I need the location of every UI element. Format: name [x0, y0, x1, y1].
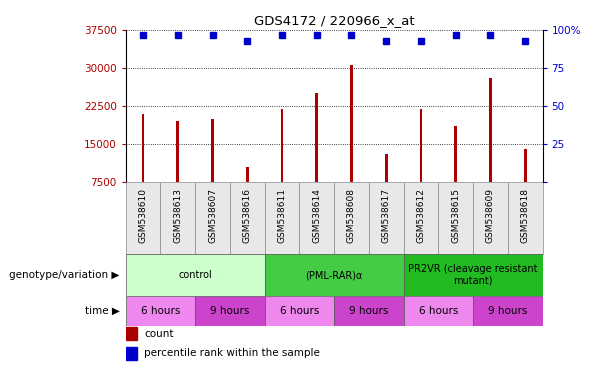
Bar [403, 182, 438, 254]
Bar [473, 182, 508, 254]
Bar [489, 78, 492, 182]
Bar [126, 327, 137, 341]
Text: 9 hours: 9 hours [488, 306, 527, 316]
Text: 6 hours: 6 hours [419, 306, 458, 316]
Text: GSM538610: GSM538610 [139, 188, 148, 243]
Text: genotype/variation ▶: genotype/variation ▶ [9, 270, 120, 280]
Text: count: count [145, 329, 174, 339]
Bar [230, 182, 265, 254]
Bar [299, 182, 334, 254]
Bar [126, 347, 137, 360]
Text: percentile rank within the sample: percentile rank within the sample [145, 348, 321, 358]
Text: (PML-RAR)α: (PML-RAR)α [305, 270, 363, 280]
Bar [385, 154, 387, 182]
Text: GSM538617: GSM538617 [382, 188, 390, 243]
Bar [473, 296, 543, 326]
Text: GSM538613: GSM538613 [173, 188, 182, 243]
Text: 6 hours: 6 hours [280, 306, 319, 316]
Bar [419, 109, 422, 182]
Bar [142, 114, 145, 182]
Text: GSM538614: GSM538614 [312, 188, 321, 243]
Bar [265, 296, 334, 326]
Text: GSM538612: GSM538612 [416, 188, 425, 243]
Title: GDS4172 / 220966_x_at: GDS4172 / 220966_x_at [254, 15, 414, 27]
Bar [334, 296, 403, 326]
Text: GSM538615: GSM538615 [451, 188, 460, 243]
Bar [265, 182, 299, 254]
Text: GSM538609: GSM538609 [486, 188, 495, 243]
Bar [211, 119, 214, 182]
Bar [508, 182, 543, 254]
Bar [524, 149, 527, 182]
Text: GSM538616: GSM538616 [243, 188, 252, 243]
Text: 6 hours: 6 hours [141, 306, 180, 316]
Text: GSM538618: GSM538618 [520, 188, 530, 243]
Bar [334, 182, 369, 254]
Bar [454, 126, 457, 182]
Bar [246, 167, 249, 182]
Text: control: control [178, 270, 212, 280]
Bar [126, 182, 161, 254]
Text: 9 hours: 9 hours [349, 306, 389, 316]
Bar [126, 296, 195, 326]
Bar [195, 296, 265, 326]
Bar [161, 182, 195, 254]
Bar [315, 93, 318, 182]
Text: PR2VR (cleavage resistant
mutant): PR2VR (cleavage resistant mutant) [408, 264, 538, 286]
Text: time ▶: time ▶ [85, 306, 120, 316]
Bar [438, 182, 473, 254]
Bar [403, 296, 473, 326]
Bar [350, 65, 353, 182]
Bar [281, 109, 283, 182]
Text: GSM538607: GSM538607 [208, 188, 217, 243]
Bar [403, 254, 543, 296]
Bar [265, 254, 403, 296]
Text: GSM538608: GSM538608 [347, 188, 356, 243]
Bar [126, 254, 265, 296]
Text: GSM538611: GSM538611 [278, 188, 286, 243]
Bar [369, 182, 403, 254]
Bar [177, 121, 179, 182]
Bar [195, 182, 230, 254]
Text: 9 hours: 9 hours [210, 306, 249, 316]
